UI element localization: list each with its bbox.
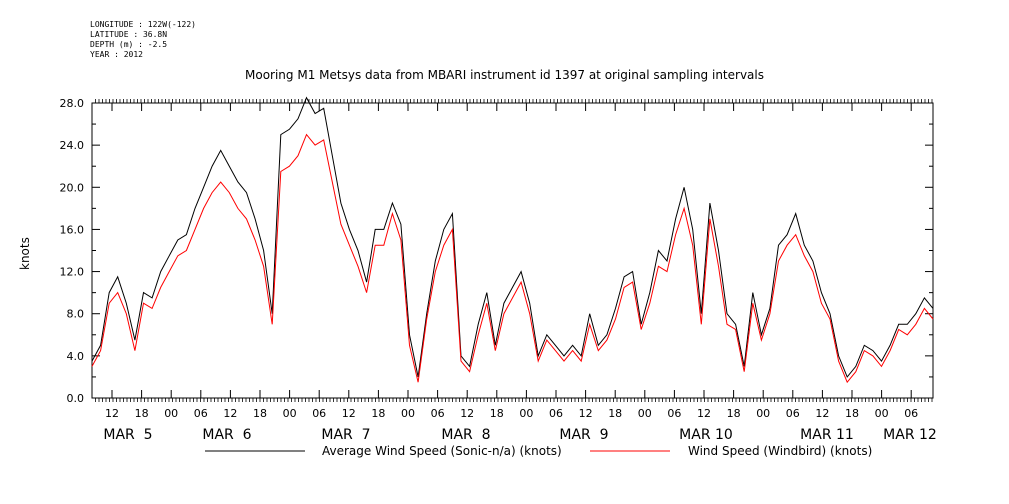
- x-tick-label: 12: [815, 407, 829, 420]
- date-label: MAR 7: [321, 427, 370, 443]
- y-tick-label: 28.0: [60, 97, 85, 110]
- date-label: MAR 11: [800, 427, 854, 443]
- longitude-label: LONGITUDE : 122W(-122): [90, 20, 196, 29]
- x-tick-label: 12: [342, 407, 356, 420]
- legend-label: Average Wind Speed (Sonic-n/a) (knots): [322, 444, 562, 458]
- x-tick-label: 00: [756, 407, 770, 420]
- x-tick-label: 18: [845, 407, 859, 420]
- y-tick-label: 0.0: [67, 392, 85, 405]
- y-tick-label: 12.0: [60, 266, 85, 279]
- x-tick-label: 18: [727, 407, 741, 420]
- date-label: MAR 8: [441, 427, 490, 443]
- x-tick-label: 00: [638, 407, 652, 420]
- date-label: MAR 6: [202, 427, 251, 443]
- y-tick-label: 16.0: [60, 223, 85, 236]
- x-tick-label: 12: [579, 407, 593, 420]
- x-tick-label: 12: [460, 407, 474, 420]
- x-tick-label: 18: [135, 407, 149, 420]
- x-tick-label: 06: [667, 407, 681, 420]
- latitude-label: LATITUDE : 36.8N: [90, 30, 168, 39]
- x-tick-label: 06: [786, 407, 800, 420]
- y-tick-label: 8.0: [67, 308, 85, 321]
- x-tick-label: 00: [283, 407, 297, 420]
- y-tick-label: 20.0: [60, 181, 85, 194]
- metadata-block: LONGITUDE : 122W(-122) LATITUDE : 36.8N …: [90, 20, 196, 60]
- date-label: MAR 9: [559, 427, 608, 443]
- date-label: MAR 12: [883, 427, 937, 443]
- x-tick-label: 12: [105, 407, 119, 420]
- date-label: MAR 10: [679, 427, 733, 443]
- x-tick-label: 00: [875, 407, 889, 420]
- x-tick-label: 06: [549, 407, 563, 420]
- series-line-1: [91, 133, 934, 384]
- x-tick-label: 18: [371, 407, 385, 420]
- year-label: YEAR : 2012: [90, 50, 143, 59]
- x-tick-label: 12: [223, 407, 237, 420]
- y-tick-label: 24.0: [60, 139, 85, 152]
- y-tick-label: 4.0: [67, 350, 85, 363]
- legend-label: Wind Speed (Windbird) (knots): [688, 444, 872, 458]
- x-tick-label: 06: [904, 407, 918, 420]
- date-label: MAR 5: [103, 427, 152, 443]
- x-tick-label: 06: [431, 407, 445, 420]
- chart-title: Mooring M1 Metsys data from MBARI instru…: [245, 68, 764, 82]
- depth-label: DEPTH (m) : -2.5: [90, 40, 168, 49]
- series-line-0: [91, 96, 934, 378]
- x-tick-label: 06: [312, 407, 326, 420]
- x-tick-label: 00: [519, 407, 533, 420]
- x-tick-label: 18: [490, 407, 504, 420]
- x-tick-label: 12: [697, 407, 711, 420]
- x-tick-label: 06: [194, 407, 208, 420]
- x-tick-label: 18: [253, 407, 267, 420]
- x-tick-label: 18: [608, 407, 622, 420]
- x-tick-label: 00: [164, 407, 178, 420]
- x-tick-label: 00: [401, 407, 415, 420]
